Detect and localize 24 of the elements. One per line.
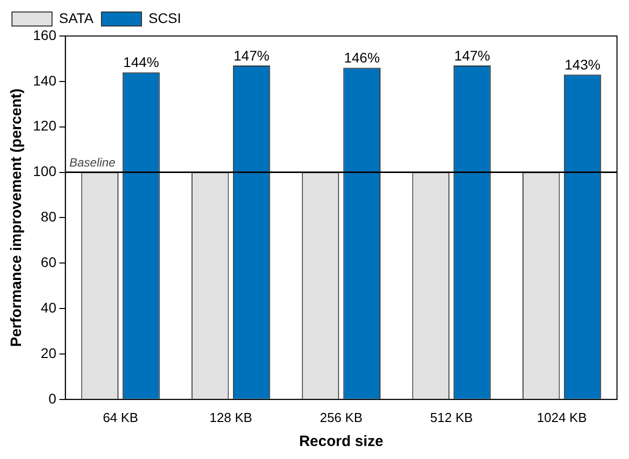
- y-tick-label: 80: [40, 208, 57, 225]
- data-label: 147%: [454, 47, 490, 64]
- x-tick-label: 64 KB: [102, 410, 138, 425]
- x-tick-label: 256 KB: [320, 410, 363, 425]
- y-tick-label: 100: [33, 163, 57, 180]
- y-tick-label: 160: [33, 26, 57, 43]
- y-tick-label: 60: [40, 254, 57, 270]
- legend-label: SCSI: [148, 10, 182, 26]
- y-tick-label: 120: [33, 118, 57, 134]
- data-label: 147%: [234, 47, 270, 64]
- ref-line-label: Baseline: [69, 156, 116, 170]
- y-axis-title: Performance improvement (percent): [8, 88, 26, 347]
- x-axis-title: Record size: [299, 433, 384, 450]
- x-tick-label: 128 KB: [210, 410, 252, 425]
- y-tick-label: 140: [33, 72, 57, 88]
- y-tick-label: 40: [40, 299, 57, 316]
- data-label: 143%: [564, 56, 600, 72]
- legend-label: SATA: [59, 10, 94, 26]
- y-tick-label: 20: [40, 344, 57, 361]
- y-tick-label: 0: [48, 390, 57, 406]
- x-tick-label: 512 KB: [430, 410, 473, 425]
- data-label: 146%: [344, 50, 380, 66]
- data-label: 144%: [123, 54, 160, 70]
- x-tick-label: 1024 KB: [536, 410, 587, 425]
